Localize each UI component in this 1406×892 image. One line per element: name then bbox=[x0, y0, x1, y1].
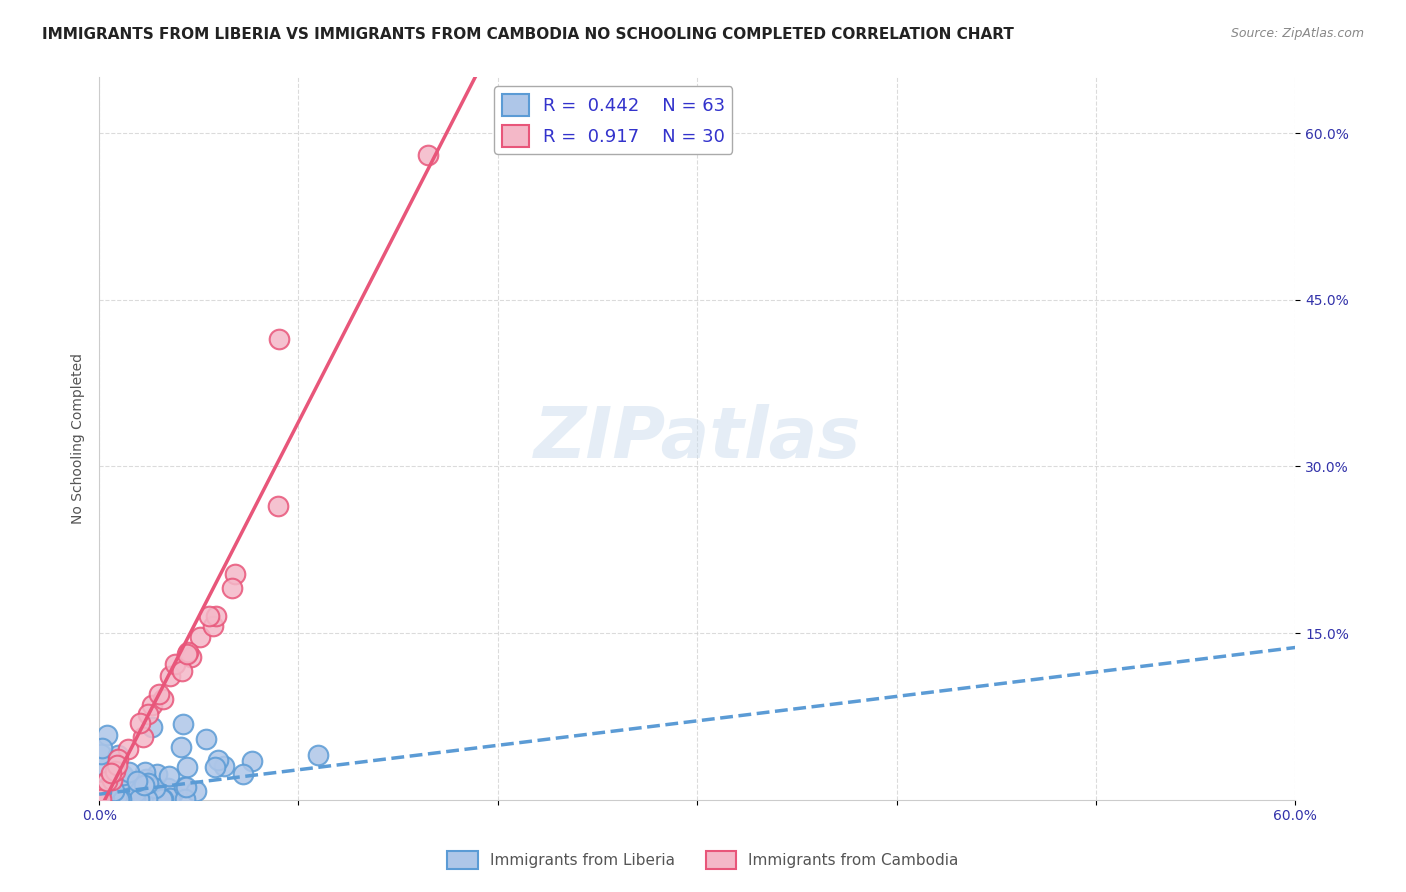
Point bbox=[117, 772, 139, 787]
Point bbox=[110, 791, 132, 805]
Point bbox=[135, 772, 157, 786]
Point bbox=[124, 791, 146, 805]
Point bbox=[128, 791, 150, 805]
Point bbox=[112, 772, 135, 786]
Point bbox=[103, 784, 125, 798]
Point bbox=[221, 581, 243, 595]
Point bbox=[177, 645, 200, 659]
Point bbox=[148, 687, 170, 701]
Point bbox=[105, 791, 128, 805]
Point bbox=[125, 785, 148, 799]
Point bbox=[105, 758, 128, 772]
Point bbox=[162, 786, 184, 800]
Point bbox=[201, 619, 224, 633]
Point bbox=[179, 649, 201, 664]
Point bbox=[141, 720, 163, 734]
Point bbox=[96, 773, 118, 788]
Point bbox=[173, 780, 195, 794]
Point bbox=[128, 716, 150, 731]
Point bbox=[172, 664, 194, 678]
Point bbox=[141, 698, 163, 713]
Legend: R =  0.442    N = 63, R =  0.917    N = 30: R = 0.442 N = 63, R = 0.917 N = 30 bbox=[495, 87, 733, 154]
Point bbox=[112, 767, 135, 781]
Point bbox=[136, 776, 159, 790]
Point bbox=[101, 791, 124, 805]
Point bbox=[176, 648, 198, 662]
Point bbox=[163, 657, 186, 672]
Point bbox=[152, 791, 174, 805]
Text: ZIPatlas: ZIPatlas bbox=[533, 404, 860, 473]
Point bbox=[124, 791, 146, 805]
Point bbox=[118, 765, 141, 780]
Point bbox=[184, 784, 207, 798]
Point bbox=[232, 767, 254, 781]
Point bbox=[307, 747, 329, 762]
Point bbox=[104, 764, 127, 778]
Point bbox=[127, 791, 149, 805]
Point bbox=[157, 769, 180, 783]
Point bbox=[188, 630, 211, 644]
Point bbox=[105, 791, 128, 805]
Point bbox=[134, 778, 156, 792]
Point bbox=[90, 747, 112, 761]
Point bbox=[107, 752, 129, 766]
Point bbox=[127, 774, 149, 789]
Point bbox=[93, 791, 115, 805]
Point bbox=[107, 747, 129, 762]
Point bbox=[267, 500, 290, 514]
Point bbox=[90, 741, 112, 756]
Point bbox=[416, 148, 439, 162]
Point bbox=[98, 791, 121, 805]
Point bbox=[105, 789, 128, 803]
Point bbox=[90, 791, 112, 805]
Point bbox=[132, 731, 155, 745]
Point bbox=[94, 791, 117, 805]
Point bbox=[159, 790, 181, 805]
Point bbox=[204, 608, 226, 623]
Point bbox=[90, 784, 112, 798]
Point bbox=[101, 773, 124, 788]
Legend: Immigrants from Liberia, Immigrants from Cambodia: Immigrants from Liberia, Immigrants from… bbox=[441, 845, 965, 875]
Point bbox=[93, 758, 115, 772]
Point bbox=[156, 780, 179, 795]
Point bbox=[100, 765, 122, 780]
Point bbox=[169, 740, 191, 755]
Point bbox=[195, 732, 218, 747]
Point bbox=[143, 781, 166, 796]
Point bbox=[96, 780, 118, 795]
Point bbox=[97, 791, 120, 805]
Point bbox=[138, 706, 160, 721]
Point bbox=[98, 791, 121, 805]
Point bbox=[122, 791, 145, 805]
Point bbox=[145, 767, 167, 781]
Point bbox=[134, 764, 156, 779]
Y-axis label: No Schooling Completed: No Schooling Completed bbox=[72, 353, 86, 524]
Point bbox=[240, 755, 263, 769]
Point bbox=[107, 791, 129, 805]
Text: IMMIGRANTS FROM LIBERIA VS IMMIGRANTS FROM CAMBODIA NO SCHOOLING COMPLETED CORRE: IMMIGRANTS FROM LIBERIA VS IMMIGRANTS FR… bbox=[42, 27, 1014, 42]
Point bbox=[90, 785, 112, 799]
Point bbox=[207, 753, 229, 767]
Point bbox=[150, 791, 173, 805]
Point bbox=[172, 717, 194, 731]
Point bbox=[138, 791, 160, 805]
Point bbox=[176, 780, 198, 794]
Point bbox=[212, 758, 235, 772]
Point bbox=[159, 669, 181, 683]
Point bbox=[111, 790, 134, 805]
Point bbox=[96, 728, 118, 742]
Point bbox=[204, 760, 226, 774]
Point bbox=[152, 692, 174, 706]
Text: Source: ZipAtlas.com: Source: ZipAtlas.com bbox=[1230, 27, 1364, 40]
Point bbox=[176, 760, 198, 774]
Point bbox=[174, 791, 197, 805]
Point bbox=[117, 742, 139, 756]
Point bbox=[117, 782, 139, 797]
Point bbox=[97, 779, 120, 793]
Point bbox=[267, 332, 290, 346]
Point bbox=[224, 566, 246, 581]
Point bbox=[93, 789, 115, 803]
Point bbox=[197, 608, 219, 623]
Point bbox=[136, 791, 159, 805]
